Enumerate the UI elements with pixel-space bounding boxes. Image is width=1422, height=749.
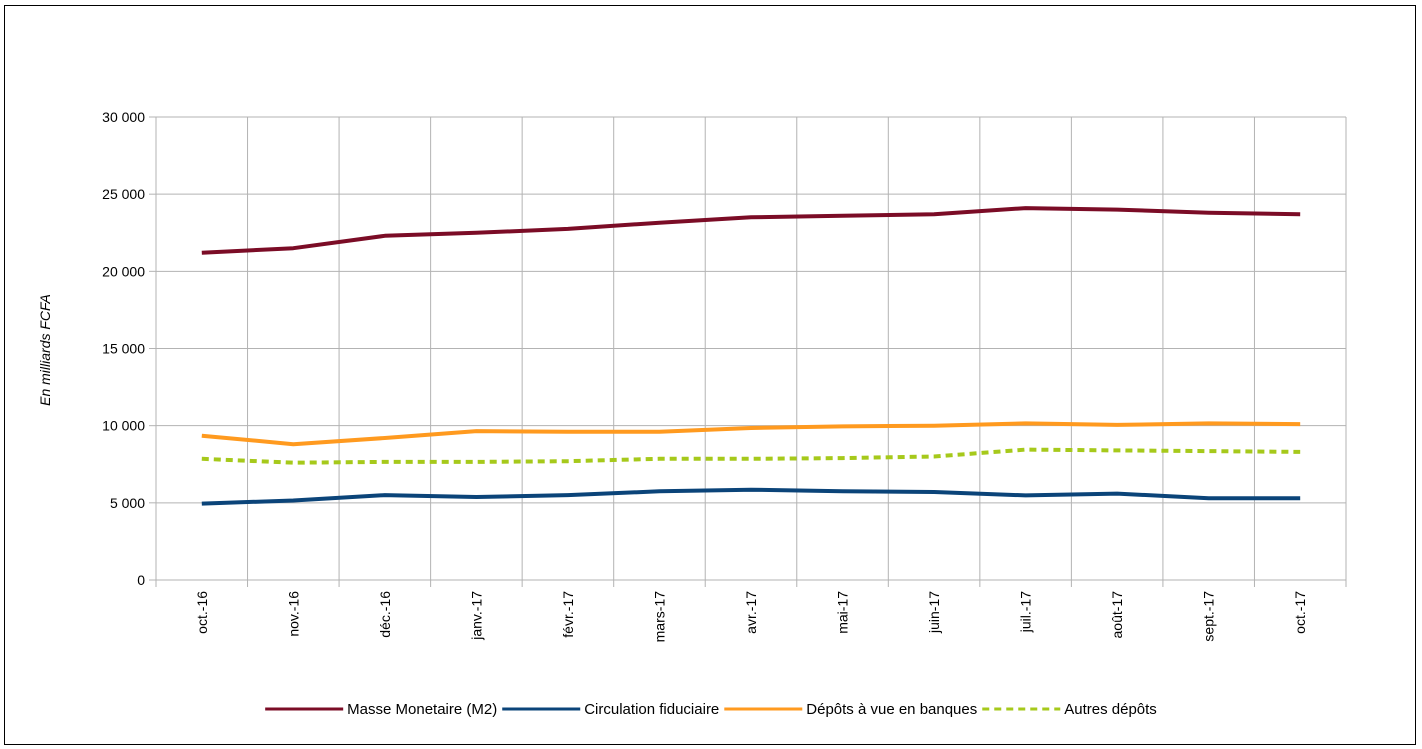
legend-label-1: Masse Monetaire (M2) (347, 701, 497, 718)
y-tick-label: 15 000 (102, 341, 145, 357)
x-tick-label: juin-17 (926, 591, 942, 634)
x-tick-label: oct.-17 (1292, 591, 1308, 634)
x-tick-label: sept.-17 (1201, 591, 1217, 642)
x-tick-label: avr.-17 (743, 591, 759, 634)
x-tick-label: janv.-17 (468, 591, 484, 641)
y-tick-label: 5 000 (110, 495, 145, 511)
x-tick-label: nov.-16 (285, 591, 301, 637)
legend-label-2: Circulation fiduciaire (584, 701, 719, 718)
series-line-4 (201, 447, 1301, 465)
series-line-2 (201, 487, 1301, 506)
grid (155, 116, 1347, 587)
series-line-3 (201, 421, 1301, 447)
x-tick-label: juil.-17 (1018, 591, 1034, 633)
legend-label-3: Dépôts à vue en banques (806, 701, 977, 718)
series-lines (201, 206, 1301, 506)
x-tick-label: août-17 (1109, 591, 1125, 639)
series-line-1 (201, 206, 1301, 255)
legend-label-4: Autres dépôts (1064, 701, 1157, 718)
x-tick-labels: oct.-16 nov.-16 déc.-16 janv.-17 févr.-17 mar… (194, 591, 1308, 643)
y-axis-title: En milliards FCFA (37, 294, 53, 406)
y-tick-label: 25 000 (102, 186, 145, 202)
y-tick-label: 10 000 (102, 418, 145, 434)
x-tick-label: déc.-16 (377, 591, 393, 638)
y-tick-label: 30 000 (102, 109, 145, 125)
x-tick-label: oct.-16 (194, 591, 210, 634)
x-tick-label: mai-17 (835, 591, 851, 634)
legend: Masse Monetaire (M2) Circulation fiduciai… (265, 701, 1157, 718)
x-tick-label: mars-17 (651, 591, 667, 643)
axes (149, 116, 1346, 581)
y-tick-label: 20 000 (102, 263, 145, 279)
y-tick-label: 0 (137, 572, 145, 588)
chart-frame (4, 5, 1416, 745)
y-tick-labels: 0 5 000 10 000 15 000 20 000 25 000 30 000 (102, 109, 145, 588)
x-tick-label: févr.-17 (560, 591, 576, 638)
